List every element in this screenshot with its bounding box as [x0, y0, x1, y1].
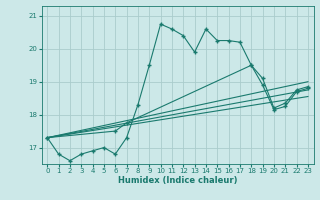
X-axis label: Humidex (Indice chaleur): Humidex (Indice chaleur) [118, 176, 237, 185]
